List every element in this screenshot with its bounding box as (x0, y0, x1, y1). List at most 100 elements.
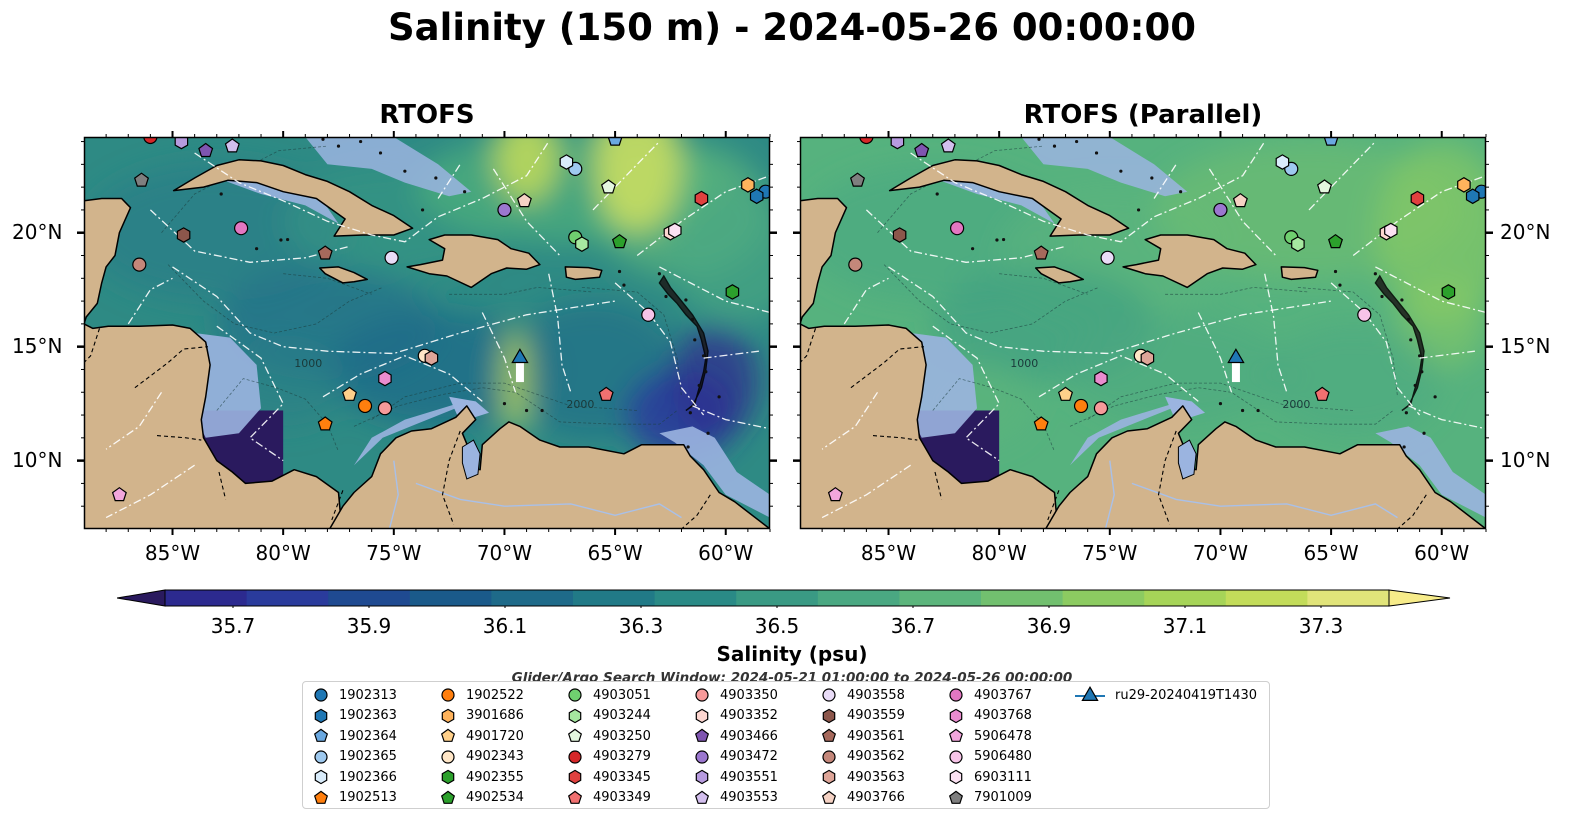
legend-label: 4903551 (720, 769, 778, 785)
legend-marker-shape (567, 728, 583, 742)
legend-entry: 4903561 (821, 726, 905, 746)
legend-marker (948, 790, 964, 804)
legend-marker-shape (822, 688, 836, 702)
legend-entry: 4903352 (694, 706, 778, 726)
legend-marker-shape (1081, 686, 1099, 701)
land-south-america (328, 405, 770, 529)
float-4903563 (1140, 350, 1155, 366)
legend: 1902313 1902363 1902364 1902365 1902366 19025… (302, 681, 1270, 809)
float-1902513 (1033, 416, 1049, 431)
lon-tick-label: 75°W (1082, 541, 1138, 565)
legend-entry: 1902513 (313, 788, 397, 808)
glider-track (1231, 358, 1240, 383)
float-7901009 (849, 172, 866, 187)
float-4903562 (132, 257, 147, 272)
legend-label: 4902343 (466, 749, 524, 764)
eez-boundary (821, 464, 911, 519)
eez-boundary (1038, 355, 1199, 402)
float-4903767 (950, 221, 965, 236)
legend-entry: 4903767 (948, 685, 1032, 705)
legend-label: 4903279 (593, 749, 651, 764)
legend-marker-shape (949, 688, 963, 702)
legend-label: 4903553 (720, 790, 778, 805)
eez-boundary (703, 350, 759, 359)
legend-marker-shape (821, 728, 837, 742)
legend-label: 1902513 (339, 790, 397, 805)
legend-entry: 1902363 (313, 706, 397, 726)
float-5906478 (827, 486, 843, 502)
eez-boundary (821, 391, 879, 450)
float-4903558 (384, 250, 399, 265)
float-4903279 (143, 137, 158, 145)
legend-entry: 1902364 (313, 726, 397, 746)
legend-label: 4903345 (593, 769, 651, 785)
float-5906478 (111, 486, 127, 502)
eez-boundary (492, 168, 561, 256)
legend-label: ru29-20240419T1430 (1115, 687, 1258, 703)
legend-marker (441, 708, 455, 723)
glider-ru29 (1227, 348, 1245, 364)
legend-marker (568, 708, 582, 723)
lon-tick-label: 60°W (1414, 541, 1470, 565)
legend-entry: 5906480 (948, 747, 1032, 767)
lon-tick-label: 85°W (860, 541, 917, 565)
float-4903768 (1094, 370, 1108, 387)
legend-entry: 4903279 (567, 747, 651, 767)
legend-marker (313, 790, 329, 804)
legend-marker-shape (695, 688, 709, 702)
legend-marker (567, 728, 583, 742)
legend-entry: 4902534 (440, 788, 524, 808)
legend-marker (949, 708, 963, 723)
eez-boundary (322, 355, 483, 402)
float-4903250 (1316, 179, 1333, 194)
colorbar-tick-label: 36.9 (1026, 614, 1072, 638)
legend-entry: 4903562 (821, 747, 905, 767)
float-3901686 (741, 177, 755, 193)
legend-label: 4902534 (466, 790, 524, 805)
legend-marker (314, 749, 328, 764)
legend-label: 1902363 (339, 708, 397, 723)
lon-tick-label: 80°W (255, 541, 311, 565)
float-4903244 (575, 236, 589, 252)
lon-tick-label: 80°W (971, 541, 1027, 565)
legend-marker-shape (948, 728, 964, 742)
eez-boundary (910, 141, 1266, 243)
legend-marker-shape (314, 688, 328, 702)
legend-marker-shape (949, 708, 963, 723)
eez-boundary (1197, 312, 1233, 393)
legend-entry: 4903553 (694, 788, 778, 808)
legend-marker-shape (441, 749, 455, 764)
float-4902534 (1327, 233, 1344, 249)
colorbar-extend-low (117, 589, 166, 607)
legend-entry: 4903250 (567, 726, 651, 746)
legend-label: 4903562 (847, 749, 905, 764)
land-yucatan (84, 197, 132, 325)
eez-boundary (105, 464, 195, 519)
legend-label: 4903250 (593, 728, 651, 744)
legend-marker (568, 688, 582, 702)
glider-ru29 (511, 348, 529, 364)
legend-marker (567, 790, 583, 804)
colorbar-segment (981, 590, 1064, 606)
colorbar-tick-label: 37.3 (1298, 614, 1344, 638)
lon-tick-label: 75°W (366, 541, 422, 565)
eez-boundary (548, 273, 572, 393)
legend-label: 4903350 (720, 687, 778, 703)
float-4903244 (1291, 236, 1305, 252)
legend-label: 5906478 (974, 728, 1032, 744)
legend-marker (822, 708, 836, 723)
land-puerto-rico (1280, 266, 1319, 281)
legend-label: 4903352 (720, 708, 778, 723)
float-4903559 (176, 227, 191, 243)
legend-entry: 7901009 (948, 788, 1032, 808)
float-5906480 (641, 307, 656, 322)
land-central-america (800, 323, 1058, 529)
legend-entry: ru29-20240419T1430 (1075, 685, 1257, 705)
colorbar-segment (246, 590, 329, 606)
legend-entry: 1902522 (440, 685, 524, 705)
float-5906480 (1357, 307, 1372, 322)
lesser-antilles (1374, 274, 1425, 412)
float-4903350 (1093, 401, 1109, 416)
legend-marker (440, 728, 456, 742)
float-4903768 (378, 370, 392, 387)
